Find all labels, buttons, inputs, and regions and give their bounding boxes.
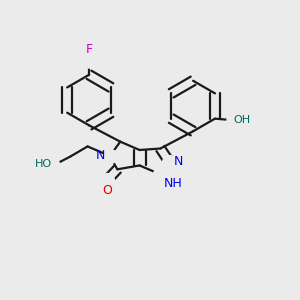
Text: N: N	[174, 155, 183, 168]
Text: OH: OH	[234, 115, 251, 125]
Text: NH: NH	[164, 177, 182, 190]
Text: O: O	[102, 184, 112, 197]
Text: HO: HO	[35, 159, 52, 169]
Text: F: F	[85, 44, 93, 56]
Text: N: N	[96, 149, 105, 162]
